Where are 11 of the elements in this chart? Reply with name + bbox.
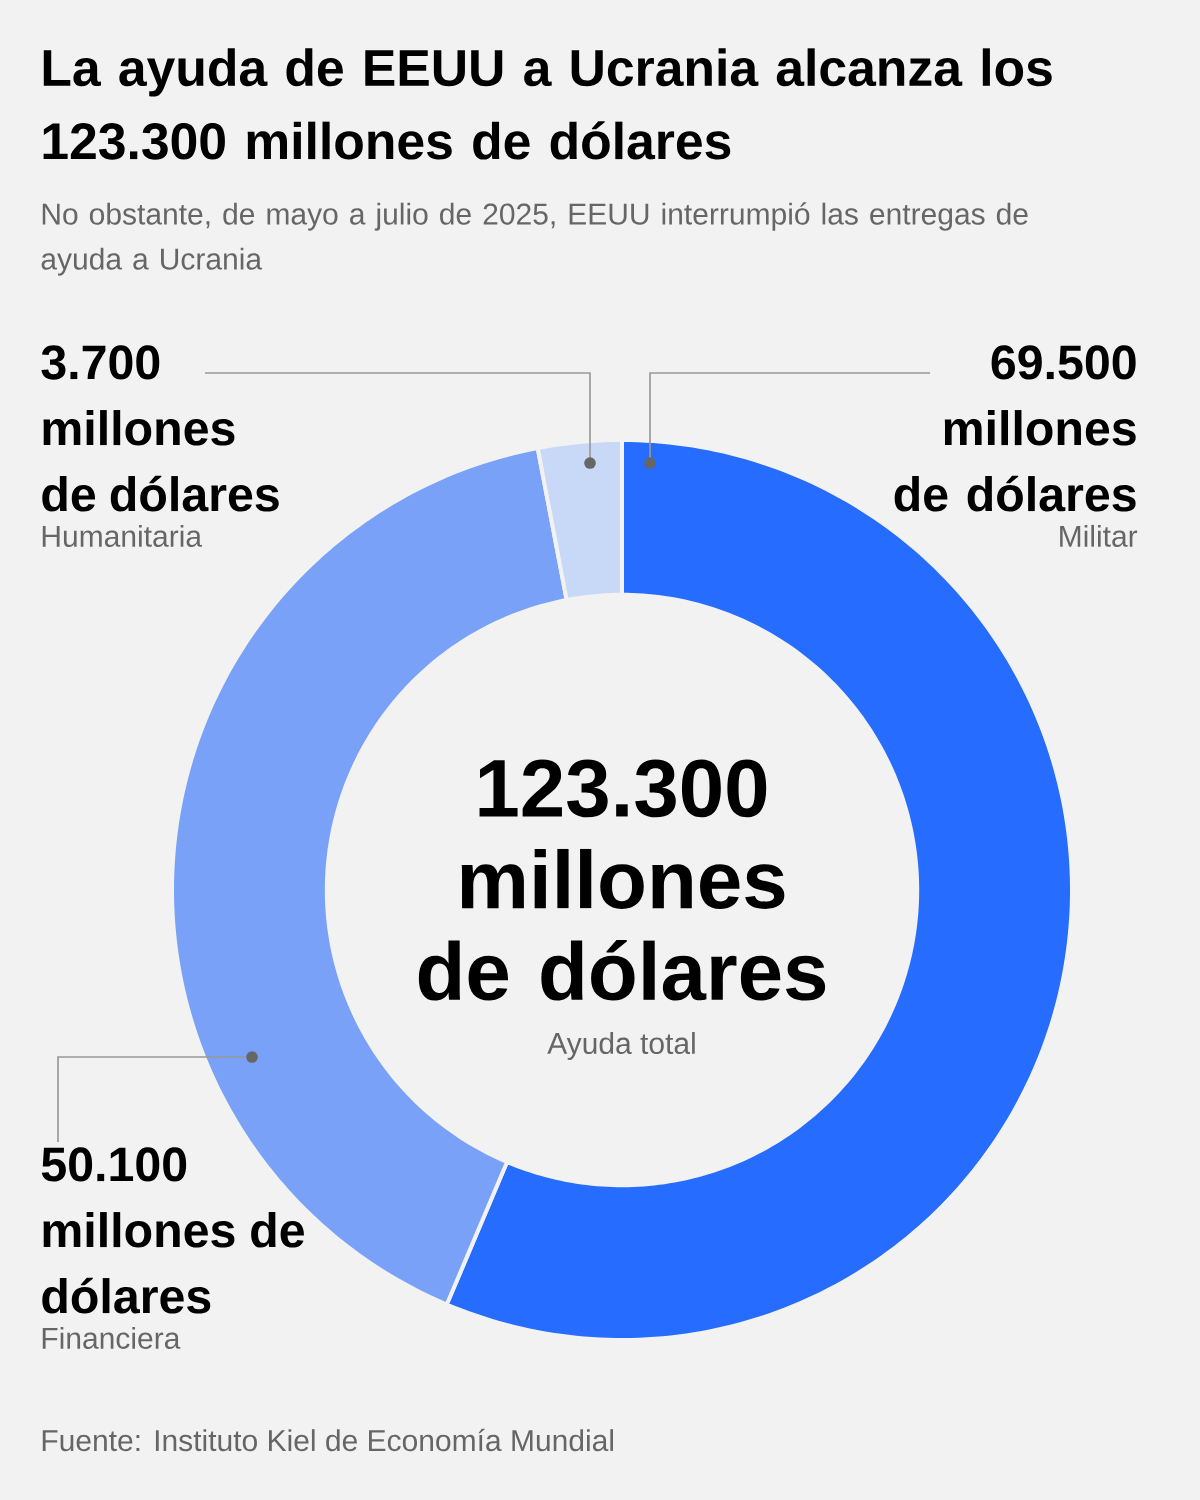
data-label: 69.500 millones de dólares <box>894 345 1136 512</box>
text: 123.300 millones de dólares <box>418 759 826 1001</box>
data-label: 50.100 millones de dólares <box>41 1147 304 1314</box>
data-label: 3.700 millones de dólares <box>41 345 279 512</box>
source-note: Fuente: Instituto Kiel de Economía Mundial <box>42 1428 613 1452</box>
slice-label: Humanitaria <box>42 524 203 547</box>
text: Ayuda total <box>547 1032 695 1060</box>
chart-title: La ayuda de EEUU a Ucrania alcanza los 123.300 millones de dólares <box>43 48 1052 160</box>
slice-label: Financiera <box>42 1326 181 1349</box>
chart-subtitle: No obstante, de mayo a julio de 2025, EEUU interrumpió las entregas de ayuda a Ucrania <box>41 202 1028 276</box>
slice-label: Militar <box>1060 524 1138 547</box>
